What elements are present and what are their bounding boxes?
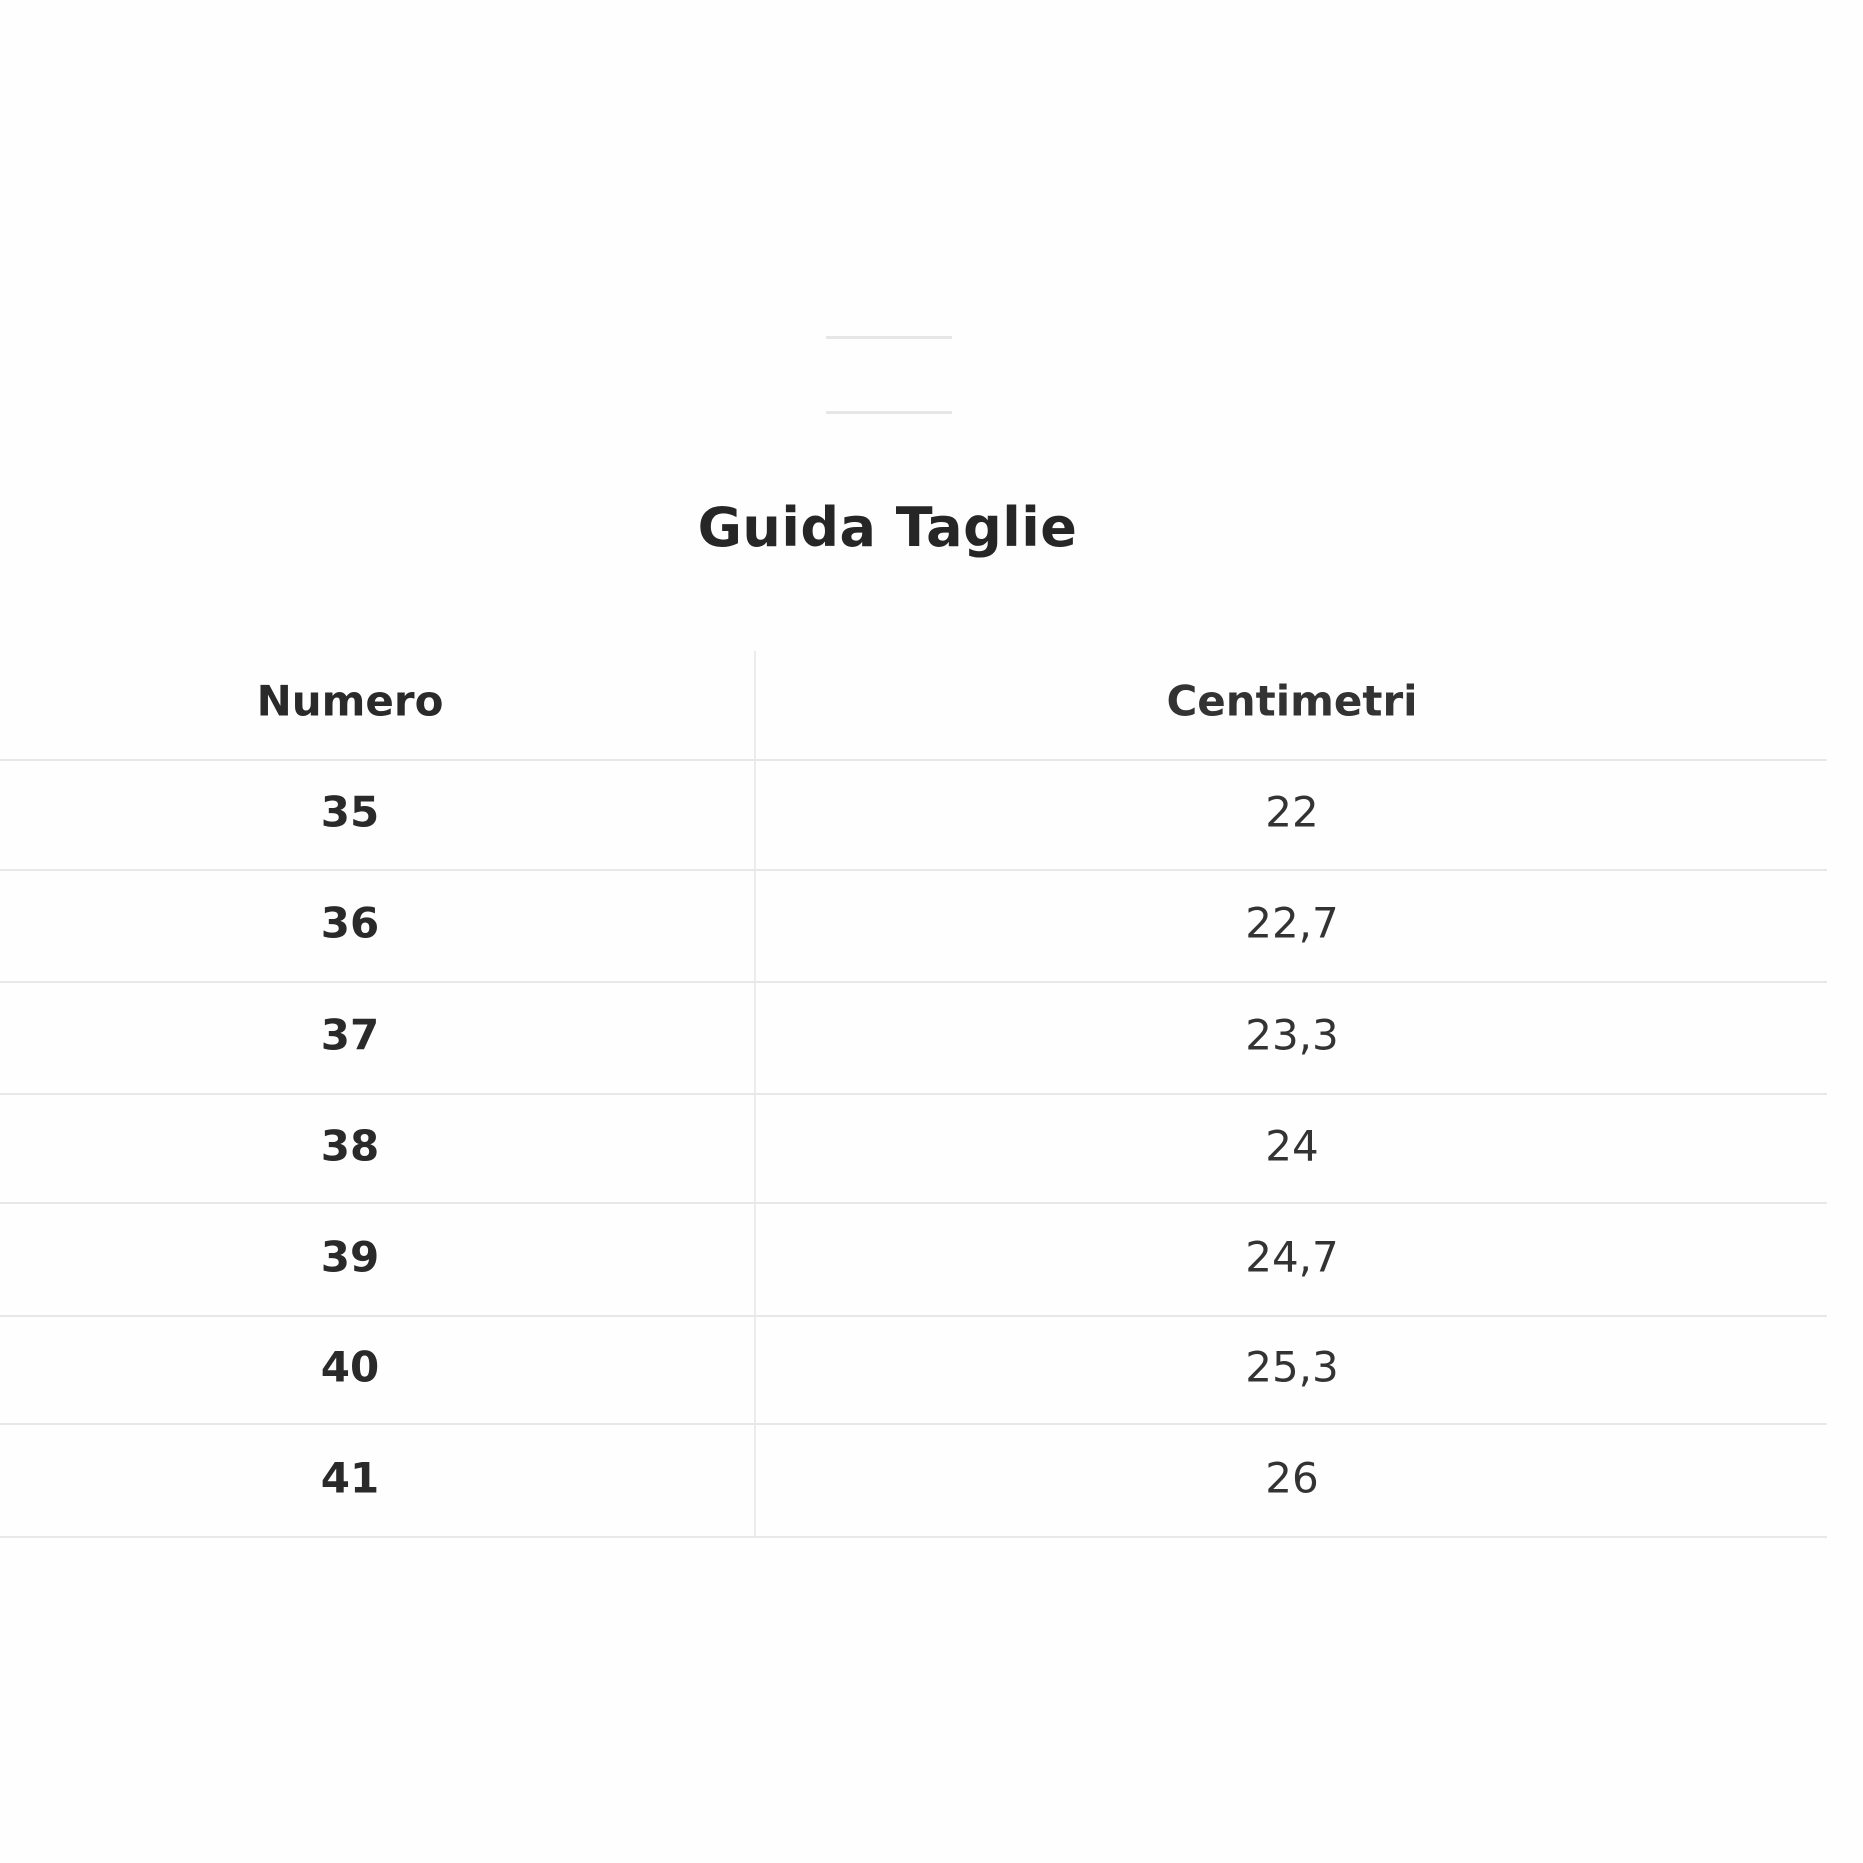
centimeters-cell: 23,3	[1245, 1010, 1339, 1060]
row-divider	[0, 1315, 1827, 1317]
centimeters-cell: 22	[1265, 787, 1319, 837]
decorative-line-top	[826, 336, 952, 339]
size-number-cell: 37	[320, 1010, 380, 1060]
size-number-cell: 35	[320, 787, 380, 837]
size-number-cell: 38	[320, 1121, 380, 1170]
row-divider	[0, 1202, 1827, 1204]
header-numero: Numero	[256, 676, 444, 726]
centimeters-cell: 25,3	[1245, 1342, 1339, 1392]
centimeters-cell: 24	[1265, 1121, 1319, 1170]
centimeters-cell: 24,7	[1245, 1232, 1339, 1281]
size-number-cell: 41	[320, 1453, 380, 1502]
row-divider	[0, 869, 1827, 871]
row-divider	[0, 1423, 1827, 1425]
decorative-line-bottom	[826, 411, 952, 414]
row-divider	[0, 1093, 1827, 1095]
page-title: Guida Taglie	[697, 496, 1078, 559]
size-number-cell: 40	[320, 1342, 380, 1392]
size-number-cell: 39	[320, 1232, 380, 1281]
row-divider	[0, 981, 1827, 983]
size-number-cell: 36	[320, 898, 380, 948]
centimeters-cell: 26	[1265, 1453, 1319, 1502]
row-divider	[0, 759, 1827, 761]
header-centimetri: Centimetri	[1166, 676, 1418, 726]
centimeters-cell: 22,7	[1245, 898, 1339, 948]
row-divider	[0, 1536, 1827, 1538]
